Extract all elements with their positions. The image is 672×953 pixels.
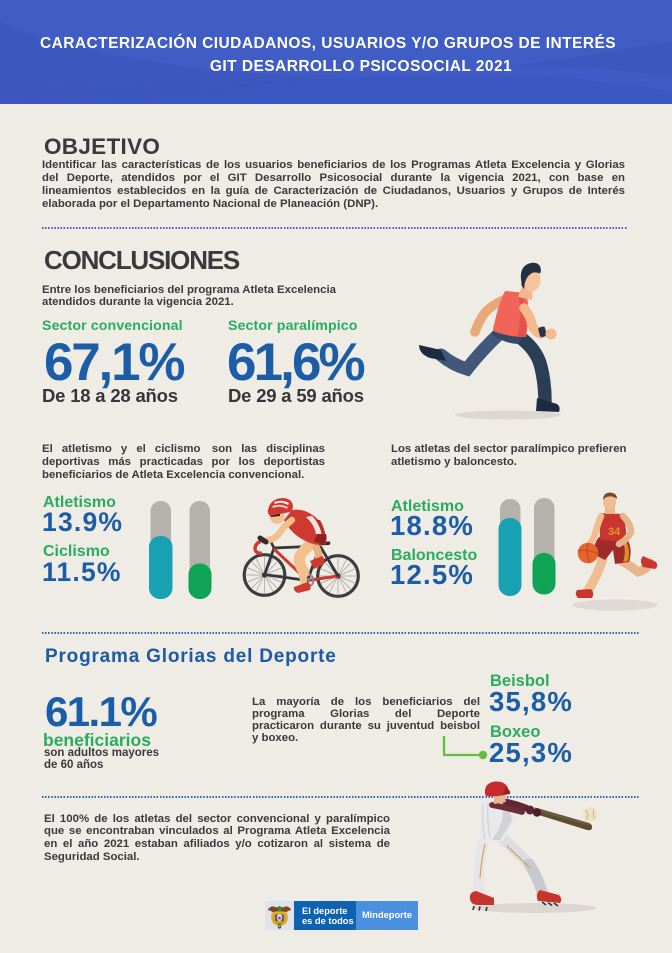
svg-text:34: 34 xyxy=(608,526,621,538)
